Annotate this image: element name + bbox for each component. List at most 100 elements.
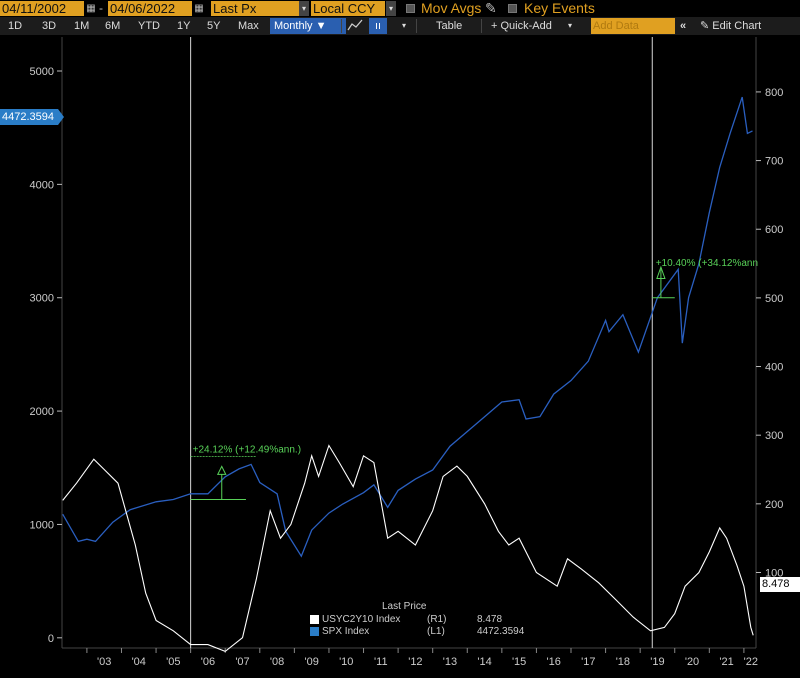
calendar-icon-start[interactable]: ▦ [86, 3, 96, 14]
period-1y[interactable]: 1Y [177, 20, 191, 32]
legend-series-axis: (R1) [427, 613, 447, 625]
right-tick-label: 300 [765, 430, 783, 442]
field-select[interactable]: Last Px [211, 1, 299, 16]
x-tick-label: '12 [408, 656, 422, 668]
annotation-label-1: +24.12% (+12.49%ann.) [193, 444, 301, 455]
x-tick-label: '17 [581, 656, 595, 668]
x-tick-label: '13 [443, 656, 457, 668]
annotation-arrow [656, 265, 666, 279]
line-chart-icon[interactable] [347, 18, 363, 34]
frequency-label: Monthly [274, 20, 313, 32]
currency-dropdown-icon[interactable]: ▾ [386, 1, 396, 16]
pencil-icon[interactable]: ✎ [485, 0, 497, 16]
left-tick-label: 5000 [30, 66, 54, 78]
start-date-field[interactable]: 04/11/2002 [0, 1, 84, 16]
spx-line [62, 96, 753, 558]
right-tick-label: 500 [765, 293, 783, 305]
left-tick-label: 2000 [30, 406, 54, 418]
currency-select[interactable]: Local CCY [311, 1, 385, 16]
period-3d[interactable]: 3D [42, 20, 57, 32]
quick-add-button[interactable]: + Quick-Add [491, 20, 552, 32]
x-tick-label: '08 [270, 656, 284, 668]
legend-title: Last Price [382, 601, 427, 612]
legend-swatch [310, 614, 319, 624]
divider [481, 19, 482, 33]
legend-swatch [310, 626, 319, 636]
x-axis: '03 '04 '05 '06 '07 '08 '09 '10 '11 '12 '13 '14 '15 '… [86, 648, 758, 668]
chart-grid [61, 37, 757, 649]
x-tick-label: '06 [201, 656, 215, 668]
pencil-icon: ✎ [700, 20, 710, 32]
left-tick-label: 1000 [30, 519, 54, 531]
left-tick-label: 0 [48, 633, 54, 645]
x-tick-label: '19 [650, 656, 664, 668]
x-tick-label: '21 [719, 656, 733, 668]
x-tick-label: '15 [512, 656, 526, 668]
yield-curve-last-price-label: 8.478 [760, 577, 800, 592]
calendar-icon-end[interactable]: ▦ [194, 3, 204, 14]
price-label-pointer [58, 109, 64, 125]
x-tick-label: '14 [477, 656, 491, 668]
legend-item-usyc: USYC2Y10 Index (R1) 8.478 [310, 613, 524, 625]
mov-avgs-label[interactable]: Mov Avgs [421, 0, 482, 16]
legend-item-spx: SPX Index (L1) 4472.3594 [310, 625, 524, 637]
key-events-label[interactable]: Key Events [524, 0, 595, 16]
key-events-checkbox[interactable] [508, 4, 517, 13]
annotation-label-2: +10.40% (+34.12%ann [656, 258, 758, 269]
frequency-select[interactable]: Monthly ▼ [270, 18, 346, 34]
period-ytd[interactable]: YTD [138, 20, 160, 32]
right-tick-label: 200 [765, 499, 783, 511]
chart-legend: Last Price USYC2Y10 Index (R1) 8.478 SPX… [310, 601, 524, 637]
right-tick-label: 800 [765, 87, 783, 99]
legend-series-value: 4472.3594 [477, 625, 525, 637]
table-button[interactable]: Table [436, 20, 463, 32]
x-tick-label: '07 [235, 656, 249, 668]
spx-last-price-label: 4472.3594 [0, 109, 58, 125]
divider [416, 19, 417, 33]
field-dropdown-icon[interactable]: ▾ [299, 1, 309, 16]
divider [341, 19, 342, 33]
x-tick-label: '18 [616, 656, 630, 668]
left-tick-label: 3000 [30, 293, 54, 305]
legend-series-axis: (L1) [427, 625, 445, 637]
edit-chart-button[interactable]: ✎ Edit Chart [700, 18, 761, 34]
series-layer [62, 96, 754, 653]
period-5y[interactable]: 5Y [207, 20, 221, 32]
top-toolbar: 04/11/2002 ▦ - 04/06/2022 ▦ Last Px ▾ Lo… [0, 0, 800, 17]
period-max[interactable]: Max [238, 20, 259, 32]
edit-chart-label: Edit Chart [712, 20, 762, 32]
x-tick-label: '10 [339, 656, 353, 668]
x-tick-label: '09 [304, 656, 318, 668]
legend-series-name: SPX Index [322, 625, 370, 637]
quick-add-dropdown-icon[interactable]: ▾ [568, 21, 573, 30]
price-chart[interactable]: 0 1000 2000 3000 4000 5000 100 200 300 400 500 600… [0, 35, 800, 678]
usyc2y10-line [62, 444, 754, 653]
x-tick-label: '16 [547, 656, 561, 668]
x-tick-label: '22 [744, 656, 758, 668]
period-1d[interactable]: 1D [8, 20, 23, 32]
right-tick-label: 100 [765, 567, 783, 579]
annotation-arrow [216, 465, 227, 475]
period-toolbar: 1D 3D 1M 6M YTD 1Y 5Y Max Monthly ▼ ıı ▾… [0, 17, 800, 35]
x-tick-label: '03 [97, 656, 111, 668]
bar-chart-icon[interactable]: ıı [369, 18, 387, 34]
period-6m[interactable]: 6M [105, 20, 121, 32]
annotation-layer: +24.12% (+12.49%ann.) +10.40% (+34.12%ann [190, 258, 758, 501]
mov-avgs-checkbox[interactable] [406, 4, 415, 13]
right-y-axis: 100 200 300 400 500 600 700 800 [756, 87, 783, 579]
x-tick-label: '11 [374, 656, 388, 668]
add-data-input[interactable]: Add Data [591, 18, 675, 34]
left-tick-label: 4000 [30, 179, 54, 191]
right-tick-label: 600 [765, 224, 783, 236]
end-date-field[interactable]: 04/06/2022 [108, 1, 192, 16]
x-tick-label: '04 [132, 656, 146, 668]
collapse-icon[interactable]: « [680, 20, 687, 32]
period-1m[interactable]: 1M [74, 20, 90, 32]
right-tick-label: 400 [765, 362, 783, 374]
date-separator: - [99, 1, 103, 15]
chart-type-dropdown-icon[interactable]: ▾ [402, 21, 407, 30]
x-tick-label: '20 [685, 656, 699, 668]
left-y-axis: 0 1000 2000 3000 4000 5000 [30, 66, 62, 645]
legend-series-value: 8.478 [477, 613, 503, 625]
chevron-down-icon: ▼ [315, 20, 327, 32]
